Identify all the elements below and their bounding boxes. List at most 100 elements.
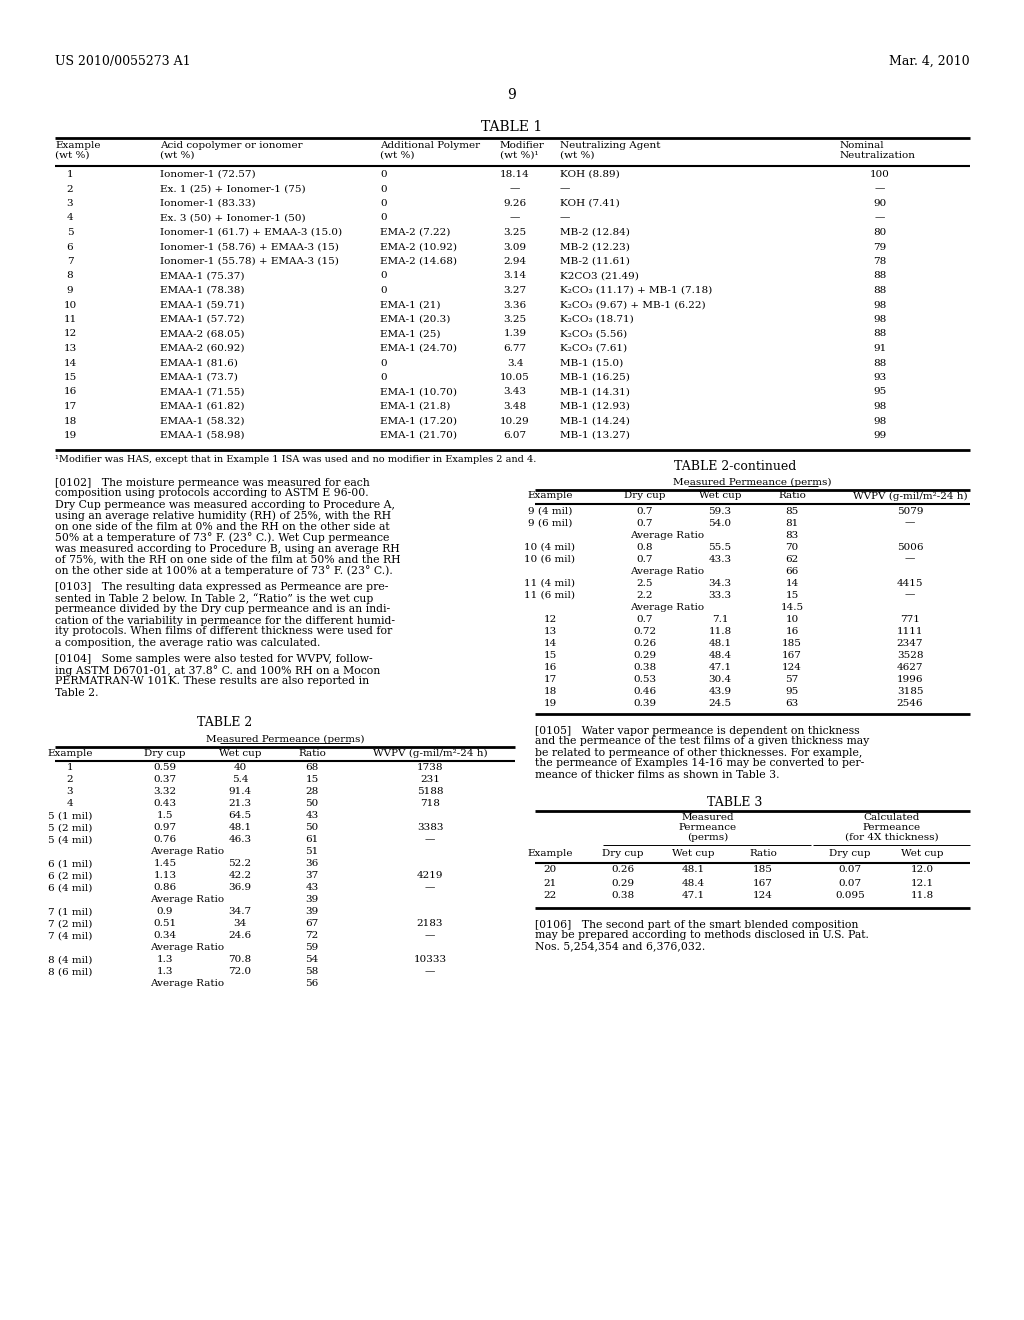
Text: 1.5: 1.5 — [157, 812, 173, 821]
Text: —: — — [425, 883, 435, 892]
Text: (for 4X thickness): (for 4X thickness) — [845, 833, 938, 842]
Text: 4: 4 — [67, 214, 74, 223]
Text: 34: 34 — [233, 920, 247, 928]
Text: WVPV (g-mil/m²-24 h): WVPV (g-mil/m²-24 h) — [373, 748, 487, 758]
Text: 6.07: 6.07 — [504, 432, 526, 440]
Text: Average Ratio: Average Ratio — [631, 531, 705, 540]
Text: 12: 12 — [63, 330, 77, 338]
Text: 0: 0 — [380, 374, 387, 381]
Text: EMA-1 (20.3): EMA-1 (20.3) — [380, 315, 451, 323]
Text: Permeance: Permeance — [862, 822, 921, 832]
Text: 55.5: 55.5 — [709, 543, 731, 552]
Text: EMA-1 (25): EMA-1 (25) — [380, 330, 440, 338]
Text: KOH (8.89): KOH (8.89) — [560, 170, 620, 180]
Text: Ionomer-1 (61.7) + EMAA-3 (15.0): Ionomer-1 (61.7) + EMAA-3 (15.0) — [160, 228, 342, 238]
Text: 59.3: 59.3 — [709, 507, 731, 516]
Text: 0.7: 0.7 — [637, 615, 653, 623]
Text: 0.51: 0.51 — [154, 920, 176, 928]
Text: 48.1: 48.1 — [228, 824, 252, 833]
Text: —: — — [510, 214, 520, 223]
Text: [0105]   Water vapor permeance is dependent on thickness: [0105] Water vapor permeance is dependen… — [535, 726, 859, 735]
Text: Ionomer-1 (83.33): Ionomer-1 (83.33) — [160, 199, 256, 209]
Text: Wet cup: Wet cup — [219, 748, 261, 758]
Text: a composition, the average ratio was calculated.: a composition, the average ratio was cal… — [55, 638, 321, 648]
Text: 0.86: 0.86 — [154, 883, 176, 892]
Text: 14.5: 14.5 — [780, 602, 804, 611]
Text: Dry Cup permeance was measured according to Procedure A,: Dry Cup permeance was measured according… — [55, 499, 395, 510]
Text: 72: 72 — [305, 932, 318, 940]
Text: 90: 90 — [873, 199, 887, 209]
Text: on the other side at 100% at a temperature of 73° F. (23° C.).: on the other side at 100% at a temperatu… — [55, 565, 393, 577]
Text: 6 (4 mil): 6 (4 mil) — [48, 883, 92, 892]
Text: 5 (4 mil): 5 (4 mil) — [48, 836, 92, 845]
Text: 46.3: 46.3 — [228, 836, 252, 845]
Text: Ratio: Ratio — [778, 491, 806, 500]
Text: 48.1: 48.1 — [681, 866, 705, 874]
Text: —: — — [425, 836, 435, 845]
Text: EMAA-1 (71.55): EMAA-1 (71.55) — [160, 388, 245, 396]
Text: EMA-1 (10.70): EMA-1 (10.70) — [380, 388, 457, 396]
Text: —: — — [905, 519, 915, 528]
Text: 42.2: 42.2 — [228, 871, 252, 880]
Text: 22: 22 — [544, 891, 557, 900]
Text: 771: 771 — [900, 615, 920, 623]
Text: 3.27: 3.27 — [504, 286, 526, 294]
Text: 718: 718 — [420, 800, 440, 808]
Text: EMA-1 (17.20): EMA-1 (17.20) — [380, 417, 457, 425]
Text: 3.43: 3.43 — [504, 388, 526, 396]
Text: 50% at a temperature of 73° F. (23° C.). Wet Cup permeance: 50% at a temperature of 73° F. (23° C.).… — [55, 532, 389, 544]
Text: 88: 88 — [873, 286, 887, 294]
Text: 0: 0 — [380, 185, 387, 194]
Text: 3.25: 3.25 — [504, 315, 526, 323]
Text: MB-1 (12.93): MB-1 (12.93) — [560, 403, 630, 411]
Text: Measured Permeance (perms): Measured Permeance (perms) — [206, 734, 365, 743]
Text: 2: 2 — [67, 185, 74, 194]
Text: 0.76: 0.76 — [154, 836, 176, 845]
Text: 11.8: 11.8 — [910, 891, 934, 900]
Text: permeance divided by the Dry cup permeance and is an indi-: permeance divided by the Dry cup permean… — [55, 605, 390, 615]
Text: EMA-2 (10.92): EMA-2 (10.92) — [380, 243, 457, 252]
Text: Average Ratio: Average Ratio — [151, 979, 224, 989]
Text: 0.26: 0.26 — [611, 866, 635, 874]
Text: Average Ratio: Average Ratio — [151, 895, 224, 904]
Text: —: — — [425, 932, 435, 940]
Text: Dry cup: Dry cup — [625, 491, 666, 500]
Text: [0103]   The resulting data expressed as Permeance are pre-: [0103] The resulting data expressed as P… — [55, 582, 388, 593]
Text: 95: 95 — [873, 388, 887, 396]
Text: 18.14: 18.14 — [500, 170, 529, 180]
Text: 47.1: 47.1 — [681, 891, 705, 900]
Text: MB-2 (12.23): MB-2 (12.23) — [560, 243, 630, 252]
Text: 98: 98 — [873, 417, 887, 425]
Text: 1.3: 1.3 — [157, 968, 173, 977]
Text: EMAA-1 (57.72): EMAA-1 (57.72) — [160, 315, 245, 323]
Text: 12: 12 — [544, 615, 557, 623]
Text: 0.53: 0.53 — [634, 675, 656, 684]
Text: 21: 21 — [544, 879, 557, 887]
Text: 34.7: 34.7 — [228, 908, 252, 916]
Text: (wt %): (wt %) — [380, 150, 415, 160]
Text: Example: Example — [47, 748, 93, 758]
Text: 0.46: 0.46 — [634, 686, 656, 696]
Text: 12.1: 12.1 — [910, 879, 934, 887]
Text: Acid copolymer or ionomer: Acid copolymer or ionomer — [160, 141, 303, 150]
Text: 14: 14 — [544, 639, 557, 648]
Text: 43: 43 — [305, 883, 318, 892]
Text: 1.45: 1.45 — [154, 859, 176, 869]
Text: 124: 124 — [753, 891, 773, 900]
Text: 0: 0 — [380, 286, 387, 294]
Text: 7.1: 7.1 — [712, 615, 728, 623]
Text: 4219: 4219 — [417, 871, 443, 880]
Text: 5079: 5079 — [897, 507, 924, 516]
Text: 0.29: 0.29 — [611, 879, 635, 887]
Text: 56: 56 — [305, 979, 318, 989]
Text: Mar. 4, 2010: Mar. 4, 2010 — [890, 55, 970, 69]
Text: 5188: 5188 — [417, 788, 443, 796]
Text: (wt %): (wt %) — [160, 150, 195, 160]
Text: 0.38: 0.38 — [611, 891, 635, 900]
Text: K₂CO₃ (7.61): K₂CO₃ (7.61) — [560, 345, 627, 352]
Text: 1.39: 1.39 — [504, 330, 526, 338]
Text: 1111: 1111 — [897, 627, 924, 635]
Text: 15: 15 — [63, 374, 77, 381]
Text: Wet cup: Wet cup — [698, 491, 741, 500]
Text: MB-1 (13.27): MB-1 (13.27) — [560, 432, 630, 440]
